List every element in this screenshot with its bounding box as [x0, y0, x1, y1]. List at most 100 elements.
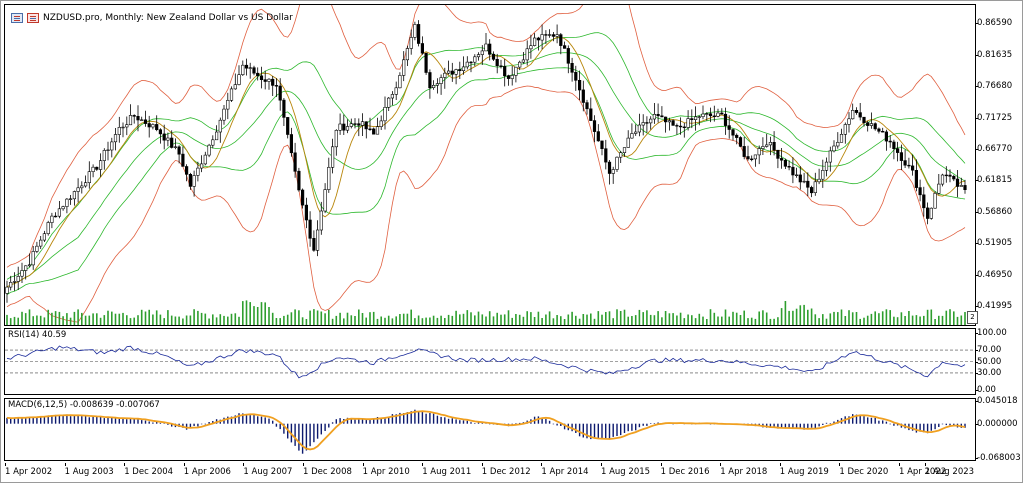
volume-bar [376, 318, 379, 325]
volume-bar [474, 315, 476, 325]
macd-histogram-bar [432, 413, 435, 424]
volume-bar [118, 313, 121, 325]
price-axis[interactable]: 0.86590 0.81635 0.76680 0.71725 0.66770 0.618… [974, 4, 1023, 326]
candle-body [884, 131, 888, 142]
volume-bar [623, 309, 626, 325]
macd-histogram-bar [133, 418, 135, 424]
volume-bar [399, 314, 401, 325]
macd-histogram-bar [28, 416, 31, 424]
volume-bar [354, 316, 356, 325]
price-tick-label: 0.46950 [974, 269, 1013, 280]
macd-histogram-bar [84, 415, 87, 424]
volume-bar [43, 317, 46, 325]
volume-bar [429, 317, 431, 325]
macd-histogram-bar [593, 423, 596, 439]
volume-bar [780, 308, 783, 325]
candle-body [787, 166, 791, 168]
candle-body [128, 115, 133, 126]
candle-body [42, 233, 46, 241]
macd-histogram-bar [92, 416, 94, 424]
volume-bar [436, 317, 439, 325]
candle-body [375, 126, 380, 135]
volume-bar [227, 316, 229, 325]
candle-body [940, 174, 945, 185]
macd-label: MACD(6,12,5) -0.008639 -0.007067 [8, 400, 160, 410]
time-tick-label: 1 Apr 2022 [899, 463, 947, 477]
candle-body [57, 208, 61, 217]
candle-body [955, 178, 960, 187]
candle-body [383, 107, 387, 122]
candle-body [705, 113, 709, 115]
volume-bar [941, 315, 944, 325]
candle-body [226, 100, 230, 110]
macd-tick-label: 0.000000 [975, 418, 1018, 429]
volume-bar [264, 302, 266, 325]
volume-bar [646, 310, 648, 325]
candle-body [53, 215, 58, 218]
macd-chart [6, 409, 966, 454]
macd-pane[interactable]: MACD(6,12,5) -0.008639 -0.007067 [4, 398, 976, 461]
candle-body [491, 53, 496, 60]
candle-body [581, 89, 585, 103]
macd-axis[interactable]: 0.045018 0.000000 -0.068003 [975, 396, 1023, 463]
rsi-pane[interactable]: RSI(14) 40.59 [4, 328, 976, 395]
time-axis[interactable]: 1 Apr 2002 1 Aug 2003 1 Dec 2004 1 Apr 2006… [0, 463, 976, 482]
macd-histogram-bar [930, 423, 932, 431]
macd-histogram-bar [455, 419, 457, 424]
price-pane[interactable]: NZDUSD.pro, Monthly: New Zealand Dollar … [4, 4, 978, 326]
rsi-axis[interactable]: 100.00 70.00 50.00 30.00 0.00 [974, 328, 1023, 395]
macd-histogram-bar [10, 418, 12, 424]
macd-histogram-bar [541, 417, 543, 424]
macd-histogram-bar [21, 417, 23, 424]
macd-histogram-bar [137, 419, 139, 424]
volume-bar [586, 314, 588, 325]
macd-histogram-bar [305, 423, 308, 451]
volume-bar [17, 317, 19, 325]
volume-bar [608, 311, 611, 325]
volume-bar [717, 316, 719, 325]
candle-body [91, 166, 95, 172]
time-tick-label: 1 Aug 2011 [422, 463, 472, 477]
volume-bar [803, 304, 805, 325]
candle-body [690, 118, 694, 120]
candle-body [87, 171, 91, 183]
candle-body [24, 265, 28, 271]
volume-bar [563, 319, 566, 325]
volume-bar [818, 318, 820, 325]
volume-bar [122, 312, 124, 325]
volume-bar [155, 310, 158, 325]
volume-bar [668, 313, 671, 325]
volume-bar [328, 309, 330, 325]
macd-histogram-bar [384, 417, 386, 424]
macd-histogram-bar [945, 423, 947, 426]
volume-bar [530, 312, 532, 325]
macd-histogram-bar [926, 423, 929, 434]
candle-body [465, 61, 469, 68]
macd-histogram-bar [885, 421, 888, 424]
macd-histogram-bar [537, 416, 540, 424]
volume-bar [324, 313, 326, 325]
volume-bar [676, 315, 678, 325]
macd-histogram-bar [69, 416, 72, 424]
candle-body [476, 54, 481, 58]
volume-bar [305, 319, 308, 325]
candle-body [338, 123, 342, 131]
volume-bar [657, 311, 659, 325]
corner-marker[interactable]: 2 [967, 311, 978, 324]
volume-bar [126, 315, 128, 325]
volume-bar [271, 312, 274, 325]
time-tick-label: 1 Apr 2006 [183, 463, 231, 477]
macd-histogram-bar [459, 420, 461, 424]
volume-bar [889, 310, 891, 325]
volume-bar [601, 314, 603, 325]
chart-type-icon[interactable] [27, 13, 39, 23]
candle-body [304, 204, 309, 221]
macd-histogram-bar [152, 422, 154, 424]
macd-histogram-bar [96, 416, 98, 424]
volume-bar [893, 316, 895, 325]
candle-body [847, 118, 851, 125]
candle-body [312, 238, 316, 251]
volume-bar [844, 316, 847, 325]
volume-bar [807, 309, 809, 325]
chart-window-icon[interactable] [11, 13, 23, 23]
